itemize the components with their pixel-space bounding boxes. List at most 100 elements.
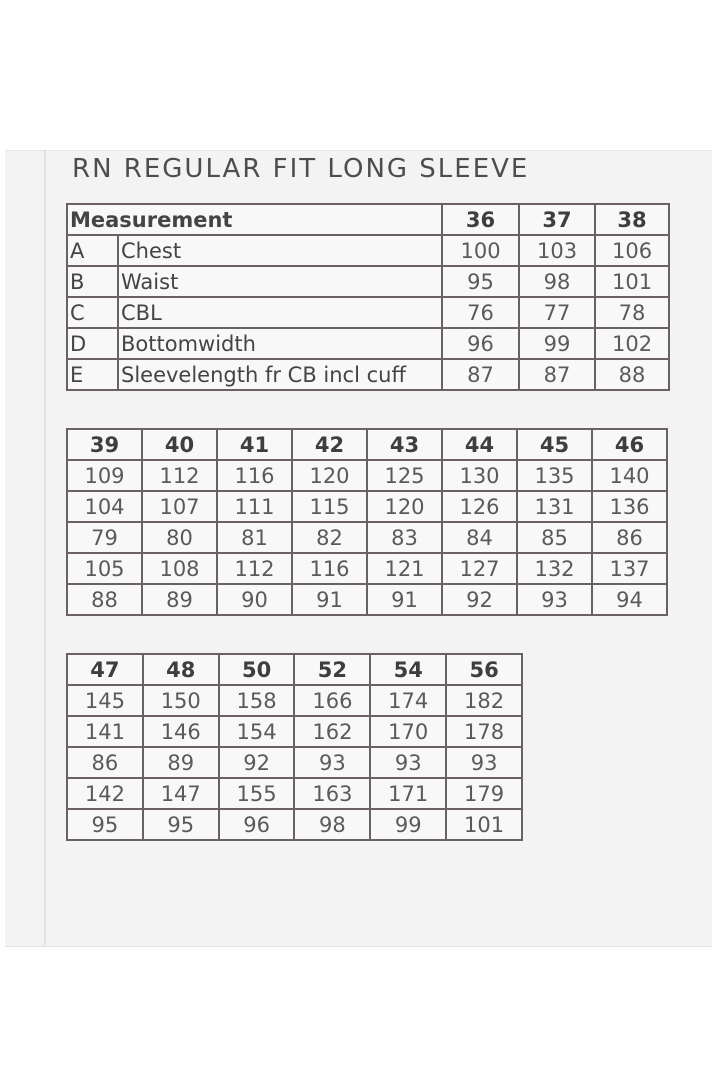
value-cell: 111 xyxy=(216,490,293,523)
table-row: 104 107 111 115 120 126 131 136 xyxy=(66,490,668,523)
value-cell: 171 xyxy=(369,777,448,810)
value-cell: 92 xyxy=(441,583,518,616)
value-cell: 115 xyxy=(291,490,368,523)
value-cell: 125 xyxy=(366,459,443,492)
value-cell: 95 xyxy=(66,808,144,841)
value-cell: 96 xyxy=(217,808,296,841)
value-cell: 92 xyxy=(217,746,296,779)
value-cell: 107 xyxy=(141,490,218,523)
value-cell: 89 xyxy=(141,746,220,779)
size-table-3: 47 48 50 52 54 56 145 150 158 166 174 182 141 146 154 1… xyxy=(66,653,523,841)
value-cell: 86 xyxy=(591,521,668,554)
value-cell: 137 xyxy=(591,552,668,585)
value-cell: 89 xyxy=(141,583,218,616)
size-header: 41 xyxy=(216,428,293,461)
value-cell: 103 xyxy=(518,234,597,267)
value-cell: 93 xyxy=(445,746,523,779)
value-cell: 108 xyxy=(141,552,218,585)
value-cell: 101 xyxy=(445,808,523,841)
value-cell: 100 xyxy=(441,234,521,267)
value-cell: 83 xyxy=(366,521,443,554)
size-header: 46 xyxy=(591,428,668,461)
size-header: 36 xyxy=(441,203,521,236)
value-cell: 95 xyxy=(441,265,521,298)
value-cell: 91 xyxy=(366,583,443,616)
table-row: 141 146 154 162 170 178 xyxy=(66,715,523,748)
size-header: 37 xyxy=(518,203,597,236)
value-cell: 86 xyxy=(66,746,144,779)
value-cell: 99 xyxy=(369,808,448,841)
size-header: 56 xyxy=(445,653,523,686)
table-row: 142 147 155 163 171 179 xyxy=(66,777,523,810)
measurement-code: B xyxy=(66,265,119,298)
value-cell: 93 xyxy=(369,746,448,779)
chart-title: RN REGULAR FIT LONG SLEEVE xyxy=(72,154,530,184)
measurement-name: Waist xyxy=(116,265,444,298)
value-cell: 131 xyxy=(516,490,593,523)
size-header: 50 xyxy=(217,653,296,686)
value-cell: 96 xyxy=(441,327,521,360)
value-cell: 93 xyxy=(516,583,593,616)
size-header: 39 xyxy=(66,428,143,461)
size-header: 45 xyxy=(516,428,593,461)
value-cell: 112 xyxy=(141,459,218,492)
measurement-header: Measurement xyxy=(65,203,444,236)
size-header: 47 xyxy=(66,653,144,686)
value-cell: 170 xyxy=(369,715,448,748)
measurement-code: A xyxy=(66,234,119,267)
value-cell: 105 xyxy=(66,552,143,585)
size-header: 48 xyxy=(141,653,220,686)
measurement-name: Sleevelength fr CB incl cuff xyxy=(116,358,444,391)
value-cell: 121 xyxy=(366,552,443,585)
value-cell: 127 xyxy=(441,552,518,585)
value-cell: 80 xyxy=(141,521,218,554)
size-header: 42 xyxy=(291,428,368,461)
value-cell: 99 xyxy=(518,327,597,360)
header-row: Measurement 36 37 38 xyxy=(65,203,671,236)
value-cell: 95 xyxy=(141,808,220,841)
size-header: 40 xyxy=(141,428,218,461)
table-row: B Waist 95 98 101 xyxy=(66,265,671,298)
value-cell: 98 xyxy=(518,265,597,298)
value-cell: 87 xyxy=(518,358,597,391)
table-row: E Sleevelength fr CB incl cuff 87 87 88 xyxy=(66,358,671,391)
value-cell: 162 xyxy=(293,715,372,748)
value-cell: 158 xyxy=(217,684,296,717)
value-cell: 109 xyxy=(66,459,143,492)
table-row: 95 95 96 98 99 101 xyxy=(66,808,523,841)
size-header: 52 xyxy=(293,653,372,686)
card-fold-line xyxy=(44,150,46,945)
value-cell: 112 xyxy=(216,552,293,585)
size-header: 38 xyxy=(594,203,671,236)
value-cell: 102 xyxy=(594,327,671,360)
table-row: D Bottomwidth 96 99 102 xyxy=(66,327,671,360)
value-cell: 116 xyxy=(216,459,293,492)
value-cell: 155 xyxy=(217,777,296,810)
value-cell: 126 xyxy=(441,490,518,523)
table-row: C CBL 76 77 78 xyxy=(66,296,671,329)
size-header: 44 xyxy=(441,428,518,461)
value-cell: 106 xyxy=(594,234,671,267)
value-cell: 90 xyxy=(216,583,293,616)
value-cell: 77 xyxy=(518,296,597,329)
measurement-code: E xyxy=(66,358,119,391)
table-row: 105 108 112 116 121 127 132 137 xyxy=(66,552,668,585)
value-cell: 163 xyxy=(293,777,372,810)
value-cell: 76 xyxy=(441,296,521,329)
value-cell: 145 xyxy=(66,684,144,717)
value-cell: 150 xyxy=(141,684,220,717)
value-cell: 116 xyxy=(291,552,368,585)
value-cell: 91 xyxy=(291,583,368,616)
value-cell: 135 xyxy=(516,459,593,492)
size-table-2: 39 40 41 42 43 44 45 46 109 112 116 120 125 130 135 140… xyxy=(66,428,668,616)
value-cell: 182 xyxy=(445,684,523,717)
value-cell: 132 xyxy=(516,552,593,585)
value-cell: 98 xyxy=(293,808,372,841)
value-cell: 79 xyxy=(66,521,143,554)
value-cell: 101 xyxy=(594,265,671,298)
value-cell: 146 xyxy=(141,715,220,748)
value-cell: 88 xyxy=(594,358,671,391)
value-cell: 87 xyxy=(441,358,521,391)
header-row: 47 48 50 52 54 56 xyxy=(66,653,523,686)
measurement-name: Chest xyxy=(116,234,444,267)
